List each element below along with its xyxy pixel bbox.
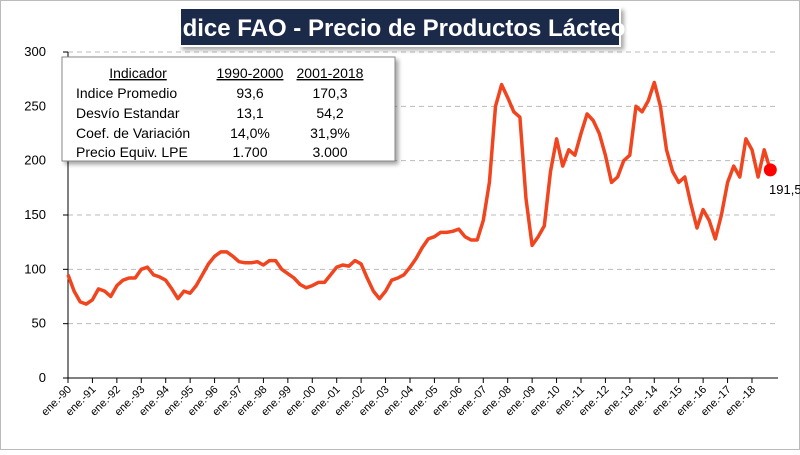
table-cell: 13,1 [236, 105, 263, 121]
y-tick-label: 150 [24, 207, 46, 222]
table-cell: 170,3 [312, 85, 347, 101]
y-tick-label: 100 [24, 261, 46, 276]
y-tick-label: 200 [24, 153, 46, 168]
table-cell: 1.700 [232, 144, 267, 160]
y-tick-label: 50 [32, 316, 46, 331]
table-header: 1990-2000 [217, 65, 284, 81]
y-tick-label: 0 [39, 370, 46, 385]
table-header: 2001-2018 [297, 65, 364, 81]
table-cell: 14,0% [230, 125, 270, 141]
chart-title: Indice FAO - Precio de Productos Lácteos [161, 15, 638, 42]
data-label: 191,5 [769, 182, 800, 197]
table-cell: 3.000 [312, 144, 347, 160]
y-tick-label: 300 [24, 44, 46, 59]
table-cell: Desvío Estandar [76, 105, 180, 121]
table-cell: 31,9% [310, 125, 350, 141]
y-tick-label: 250 [24, 98, 46, 113]
table-cell: Coef. de Variación [76, 125, 190, 141]
table-header: Indicador [109, 65, 167, 81]
last-point [763, 163, 777, 177]
data-line [66, 80, 772, 306]
table-cell: 54,2 [316, 105, 343, 121]
table-cell: Precio Equiv. LPE [76, 144, 188, 160]
table-box [61, 56, 396, 162]
table-cell: Indice Promedio [76, 85, 177, 101]
table-cell: 93,6 [236, 85, 263, 101]
title-box [179, 7, 621, 47]
